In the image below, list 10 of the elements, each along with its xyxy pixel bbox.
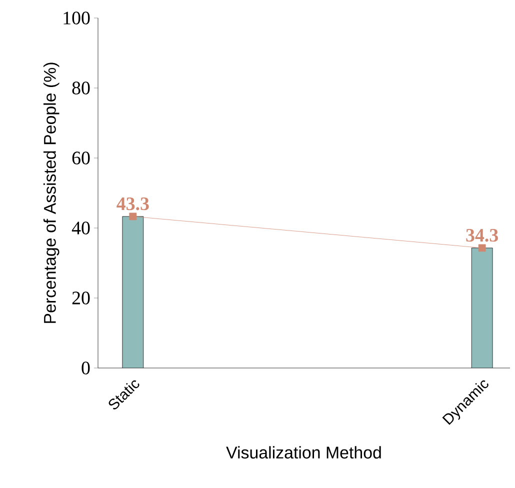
y-tick-label: 20 [72, 292, 90, 304]
data-label: 43.3 [116, 197, 149, 210]
data-label: 34.3 [466, 228, 498, 242]
y-tick-label: 60 [72, 152, 90, 164]
y-tick-label: 100 [64, 12, 90, 24]
y-tick-label: 80 [72, 82, 90, 94]
y-tick-label: 40 [72, 222, 90, 234]
y-tick-label: 0 [82, 362, 90, 374]
x-axis-title: Visualization Method [226, 446, 381, 459]
y-axis-title: Percentage of Assisted People (%) [43, 62, 60, 323]
